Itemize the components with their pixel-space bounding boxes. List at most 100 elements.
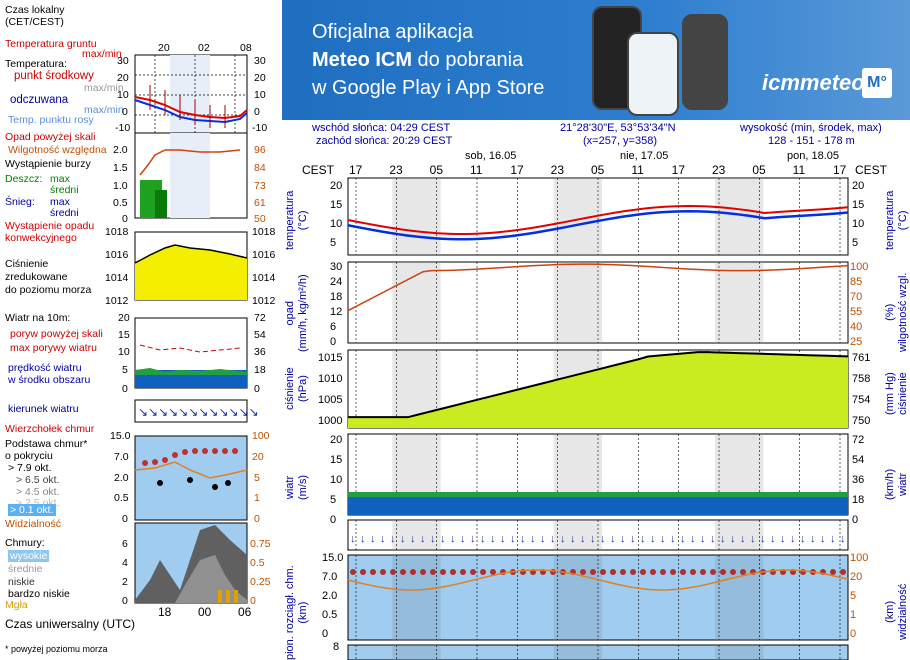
cloud-top-dot [450,569,456,575]
night-shade [553,645,602,660]
wind-arrow: ↓ [610,533,616,545]
legend-wind-axis-r: 54 [254,329,266,341]
wind-arrow: ↓ [390,533,396,545]
wind-arrow: ↓ [810,533,816,545]
okt-3-label: > 4.5 okt. [16,486,60,498]
axis-tick-label: 5 [850,590,857,602]
high-clouds-label: wysokie [8,550,50,562]
okt-2-label: > 6.5 okt. [16,474,60,486]
wind-arrow: ↓ [440,533,446,545]
wind-arrow: ↓ [490,533,496,545]
axis-tick-label: 20 [850,571,863,583]
app-promo-banner[interactable]: Oficjalna aplikacja Meteo ICM do pobrani… [282,0,910,120]
height-label: wysokość (min, środek, max) [740,122,882,134]
humidity-line [347,263,849,312]
cloud-top-dot [470,569,476,575]
wind-arrow: ↓ [660,533,666,545]
cloud-axis-title: pion. rozciągł. chm. (km) [284,565,309,660]
legend-cloud-axis-r: 5 [254,472,260,484]
axis-tick-label: 5 [330,494,337,506]
wind-arrow: ↓ [400,533,406,545]
wind-dir-label: kierunek wiatru [8,403,79,415]
night-shade [392,262,441,343]
cloud-top-dot [700,569,706,575]
night-shade [392,520,441,550]
ground-temp-sub: max/min [82,48,122,60]
axis-tick-label: 0 [322,628,329,640]
night-shade [392,555,441,640]
cloud-top-dot [580,569,586,575]
cloud-top-dot [590,569,596,575]
cloud-top-dot [550,569,556,575]
legend-cloud-axis-l: 15.0 [110,430,131,442]
cloud-top-dot [480,569,486,575]
legend-press-axis-r: 1014 [252,272,276,284]
cloud-top-dot [660,569,666,575]
axis-tick-label: 70 [850,291,863,303]
axis-tick-label: 10 [852,218,865,230]
temperature-line [347,205,849,235]
legend-wind-axis-l: 20 [118,312,130,324]
axis-tick-label: 1010 [318,373,343,385]
wind-arrow: ↓ [380,533,386,545]
wind-axis-title-r: (km/h) wiatr [884,468,909,500]
legend-press-axis-l: 1014 [105,272,129,284]
utc-tick-00: 00 [198,605,212,619]
rain-label: Deszcz: [5,173,43,185]
cloud-top-dot [620,569,626,575]
hour-label: 11 [470,163,483,177]
axis-tick-label: 5 [330,237,337,249]
cloud-top-dot [600,569,606,575]
temp-axis-title-r: temperatura (°C) [884,190,909,250]
axis-tick-label: 1000 [318,415,343,427]
axis-tick-label: 18 [852,494,865,506]
axis-tick-label: 85 [850,276,863,288]
cloud-top-dot [830,569,836,575]
cloud-top-dot [390,569,396,575]
mid-clouds-label: średnie [8,563,43,575]
conv-precip-label: Wystąpienie opadu konwekcyjnego [5,220,95,244]
temp-axis-title: temperatura (°C) [284,190,309,250]
wind-arrow: ↓ [790,533,796,545]
legend-prec-axis-r: 50 [254,213,266,225]
night-shade [392,178,441,255]
night-shade [553,555,602,640]
max-gust-label: max porywy wiatru [10,342,97,354]
prec-axis-title-r: (%) wilgotność wzgl. [884,272,909,352]
wind-arrow: ↓ [430,533,436,545]
night-shade [715,555,764,640]
legend-prec-axis-r: 61 [254,197,266,209]
legend-temp-axis-l: -10 [115,122,131,134]
okt-1-label: > 7.9 okt. [8,462,52,474]
axis-tick-label: 2.0 [322,590,338,602]
gust-above-label: poryw powyżej skali [10,328,103,340]
cloud-top-dot [400,569,406,575]
wind-arrow: ↓ [520,533,526,545]
cloud-top-dot [630,569,636,575]
wind-arrow: ↓ [770,533,776,545]
legend-cloud-axis-l: 0.5 [114,492,129,504]
legend-prec-axis-l: 0.5 [113,197,128,209]
wind-arrow: ↓ [750,533,756,545]
pressure-line [348,351,849,419]
axis-tick-label: 20 [330,180,343,192]
wind-arrow: ↓ [370,533,376,545]
pressure-area [348,352,848,428]
wind-arrow: ↓ [360,533,366,545]
hour-label: 17 [510,163,524,177]
axis-tick-label: 0 [330,514,337,526]
wind-arrow: ↓ [540,533,546,545]
cloud-top-dot [380,569,386,575]
hour-label: 05 [429,163,444,177]
snow-label: Śnieg: [5,196,35,208]
night-shade [715,520,764,550]
axis-tick-label: 754 [852,394,871,406]
snow-max-label: max [50,196,70,208]
legend-wind-axis-r: 36 [254,346,266,358]
feels-like-label: odczuwana [10,94,69,106]
press-axis-title: ciśnienie (hPa) [284,367,309,410]
banner-line-1: Oficjalna aplikacja [312,21,474,43]
axis-tick-label: 54 [852,454,865,466]
axis-tick-label: 15 [330,454,343,466]
prec-axis-title: opad (mm/h, kg/m²/h) [284,274,309,352]
